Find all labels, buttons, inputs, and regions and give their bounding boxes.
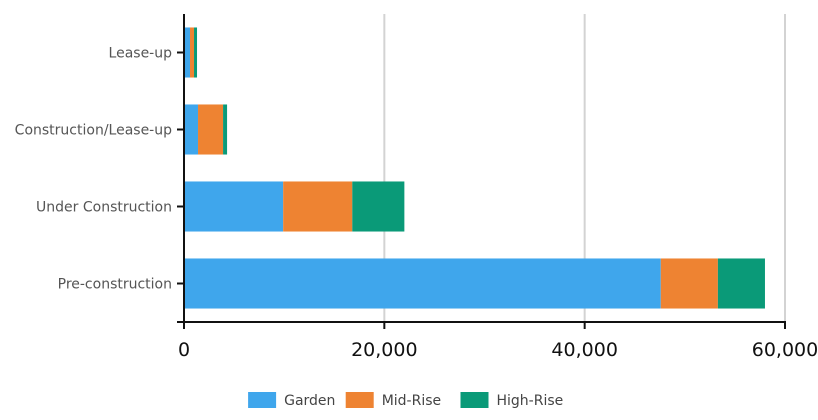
bar-segment [190,27,195,78]
bar-segment [717,258,765,309]
bar-segment [194,27,198,78]
legend-label: Garden [284,393,335,409]
x-tick-label: 0 [178,339,190,361]
axes [177,14,786,323]
bar-segment [283,181,353,232]
bars [184,27,765,309]
category-label: Construction/Lease-up [15,123,172,139]
x-ticks: 0 20,000 40,000 60,000 [177,51,818,361]
bar-segment [184,104,199,155]
legend-swatch [248,392,277,408]
x-tick-label: 60,000 [752,339,818,361]
bar-segment [184,181,284,232]
bar-segment [223,104,228,155]
legend-label: High-Rise [497,393,564,409]
category-label: Lease-up [109,46,173,62]
bar-segment [660,258,718,309]
legend-label: Mid-Rise [382,393,441,409]
category-labels: Lease-up Construction/Lease-up Under Const… [15,46,172,293]
legend-swatch [460,392,489,408]
x-tick-label: 20,000 [351,339,417,361]
legend-swatch [345,392,374,408]
x-tick-label: 40,000 [551,339,617,361]
bar-segment [184,258,661,309]
bar-segment [184,27,191,78]
category-label: Pre-construction [58,277,172,293]
bar-segment [352,181,405,232]
category-label: Under Construction [36,200,172,216]
bar-segment [198,104,224,155]
legend: Garden Mid-Rise High-Rise [248,392,563,409]
